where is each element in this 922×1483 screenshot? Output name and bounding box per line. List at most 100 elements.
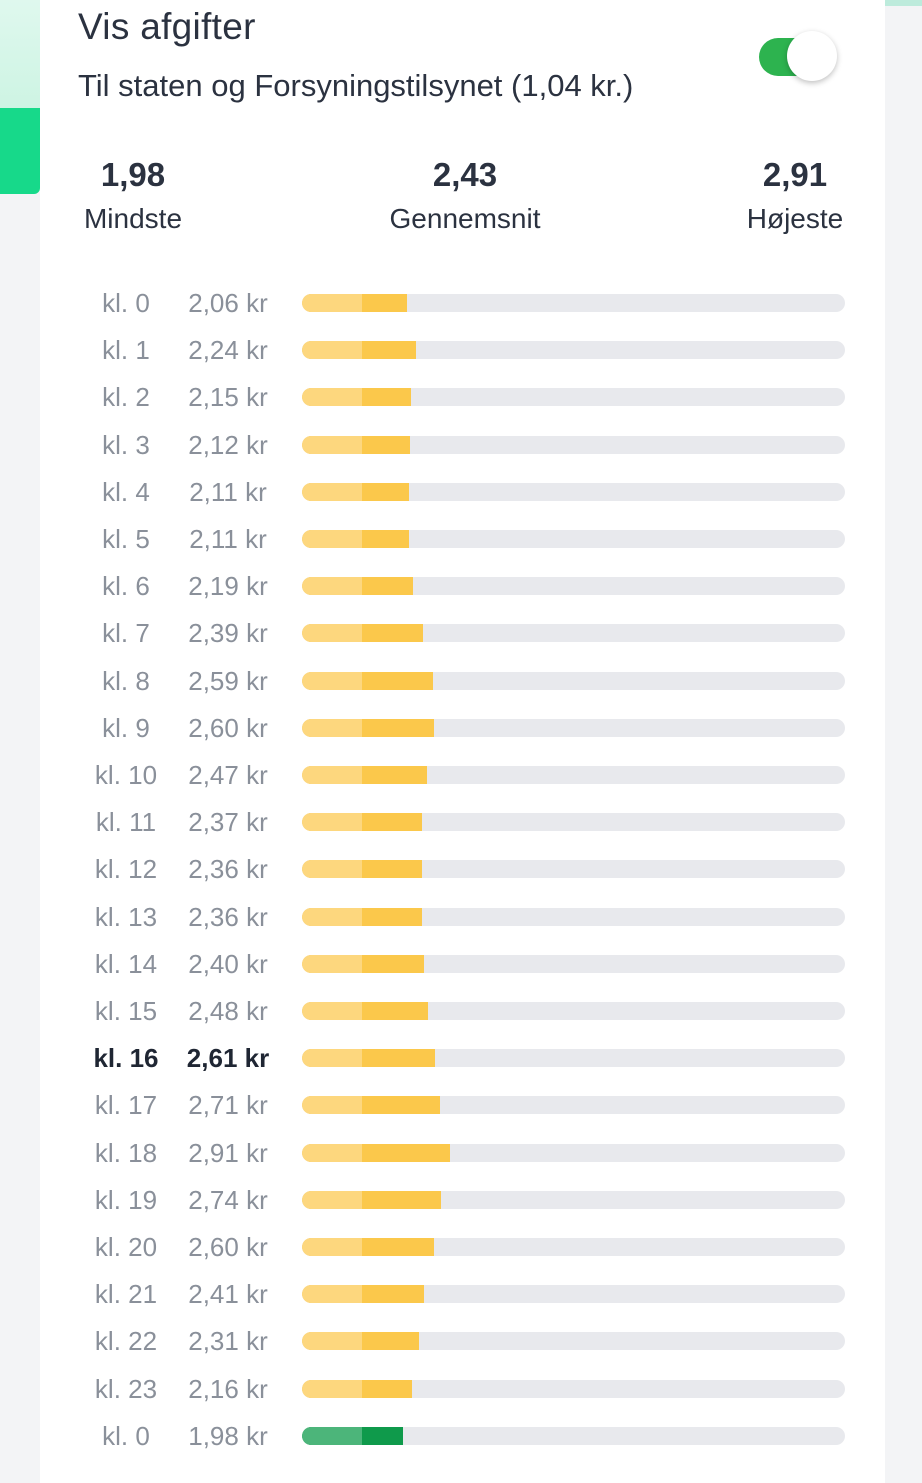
price-bar-track bbox=[302, 1002, 845, 1020]
hour-row: kl. 13 2,36 kr bbox=[40, 894, 885, 941]
price-bar-track bbox=[302, 1379, 845, 1398]
hour-row: kl. 10 2,47 kr bbox=[40, 752, 885, 799]
hour-label: kl. 10 bbox=[94, 760, 158, 790]
hour-label: kl. 12 bbox=[94, 854, 158, 885]
stat-minimum-value: 1,98 bbox=[100, 156, 166, 193]
hour-row: kl. 0 1,98 kr bbox=[40, 1413, 885, 1460]
fee-bar-segment bbox=[302, 1285, 362, 1304]
hour-row: kl. 0 2,06 kr bbox=[40, 280, 885, 327]
stat-average-label: Gennemsnit bbox=[389, 203, 541, 234]
fee-bar-segment bbox=[302, 954, 362, 973]
price-bar-track bbox=[302, 907, 845, 926]
hour-label: kl. 4 bbox=[102, 476, 150, 507]
price-bar-track bbox=[302, 435, 845, 454]
hour-row: kl. 3 2,12 kr bbox=[40, 422, 885, 469]
price-bar-track bbox=[302, 482, 845, 501]
hour-price: 2,06 kr bbox=[188, 288, 268, 318]
fee-bar-segment bbox=[302, 388, 362, 407]
price-bar-track bbox=[302, 766, 845, 784]
fee-bar-segment bbox=[302, 860, 362, 879]
hour-row: kl. 2 2,15 kr bbox=[40, 374, 885, 421]
hour-price: 2,91 kr bbox=[188, 1137, 268, 1168]
stat-minimum: 1,98 Mindste bbox=[68, 155, 198, 239]
hour-label: kl. 15 bbox=[94, 996, 158, 1026]
hour-label: kl. 19 bbox=[94, 1184, 158, 1215]
price-bar-track bbox=[302, 1143, 845, 1162]
stat-average: 2,43 Gennemsnit bbox=[370, 155, 560, 239]
hour-row: kl. 11 2,37 kr bbox=[40, 799, 885, 846]
hour-row: kl. 9 2,60 kr bbox=[40, 705, 885, 752]
fee-bar-segment bbox=[302, 1332, 362, 1351]
hour-price: 2,71 kr bbox=[188, 1090, 268, 1121]
hour-label: kl. 16 bbox=[93, 1043, 159, 1074]
fee-bar-segment bbox=[302, 341, 362, 360]
hour-price: 2,47 kr bbox=[188, 760, 268, 790]
fee-bar-segment bbox=[302, 530, 362, 548]
fee-bar-segment bbox=[302, 577, 362, 596]
hour-row: kl. 1 2,24 kr bbox=[40, 327, 885, 374]
show-fees-toggle[interactable] bbox=[759, 31, 837, 81]
hour-price: 2,12 kr bbox=[188, 429, 268, 460]
fee-bar-segment bbox=[302, 766, 362, 784]
fee-bar-segment bbox=[302, 1096, 362, 1115]
price-bar-track bbox=[302, 1332, 845, 1351]
price-bar-track bbox=[302, 1426, 845, 1445]
price-bar-track bbox=[302, 813, 845, 832]
fee-bar-segment bbox=[302, 1002, 362, 1020]
hour-label: kl. 2 bbox=[102, 382, 150, 413]
hour-label: kl. 17 bbox=[94, 1090, 158, 1121]
hour-price: 2,40 kr bbox=[188, 948, 268, 979]
toggle-knob bbox=[787, 31, 837, 81]
hour-row: kl. 14 2,40 kr bbox=[40, 941, 885, 988]
hour-label: kl. 5 bbox=[102, 524, 150, 554]
price-bar-track bbox=[302, 860, 845, 879]
fee-bar-segment bbox=[302, 813, 362, 832]
hour-price: 2,15 kr bbox=[188, 382, 268, 413]
fee-bar-segment bbox=[302, 624, 362, 643]
hour-label: kl. 3 bbox=[102, 429, 150, 460]
hour-price: 2,31 kr bbox=[188, 1326, 268, 1357]
stat-maximum-label: Højeste bbox=[746, 203, 844, 234]
fee-bar-segment bbox=[302, 907, 362, 926]
hour-price: 2,61 kr bbox=[186, 1043, 270, 1074]
hour-row: kl. 5 2,11 kr bbox=[40, 516, 885, 563]
price-bar-track bbox=[302, 1096, 845, 1115]
hour-price: 2,48 kr bbox=[188, 996, 268, 1026]
fee-bar-segment bbox=[302, 1049, 362, 1068]
hour-row: kl. 21 2,41 kr bbox=[40, 1271, 885, 1318]
hour-price: 2,39 kr bbox=[188, 618, 268, 649]
price-bar-track bbox=[302, 388, 845, 407]
hour-price: 1,98 kr bbox=[188, 1420, 268, 1451]
hour-price: 2,60 kr bbox=[188, 1232, 268, 1262]
price-card: Vis afgifter Til staten og Forsyningstil… bbox=[40, 0, 885, 1483]
hour-price: 2,24 kr bbox=[188, 335, 268, 366]
background-edge-right bbox=[884, 0, 922, 6]
price-bar-track bbox=[302, 294, 845, 312]
fee-bar-segment bbox=[302, 1238, 362, 1256]
hour-label: kl. 13 bbox=[94, 901, 158, 932]
hour-row: kl. 22 2,31 kr bbox=[40, 1318, 885, 1365]
hour-price: 2,37 kr bbox=[188, 807, 268, 838]
hour-label: kl. 6 bbox=[102, 571, 150, 602]
background-panel-accent bbox=[0, 108, 40, 194]
hour-label: kl. 20 bbox=[94, 1232, 158, 1262]
price-bar-track bbox=[302, 624, 845, 643]
price-bar-track bbox=[302, 671, 845, 690]
hour-row: kl. 19 2,74 kr bbox=[40, 1177, 885, 1224]
price-bar-track bbox=[302, 718, 845, 737]
hour-label: kl. 11 bbox=[95, 807, 157, 838]
stat-minimum-label: Mindste bbox=[83, 203, 183, 234]
hour-price: 2,19 kr bbox=[188, 571, 268, 602]
fees-subtitle: Til staten og Forsyningstilsynet (1,04 k… bbox=[78, 68, 634, 103]
hour-price: 2,60 kr bbox=[188, 712, 268, 743]
fee-bar-segment bbox=[302, 671, 362, 690]
hour-row: kl. 15 2,48 kr bbox=[40, 988, 885, 1035]
price-bar-track bbox=[302, 1238, 845, 1256]
background-app-edge bbox=[0, 0, 40, 200]
page-title: Vis afgifter bbox=[78, 6, 256, 47]
hour-row: kl. 20 2,60 kr bbox=[40, 1224, 885, 1271]
hour-label: kl. 8 bbox=[102, 665, 150, 696]
hour-row: kl. 6 2,19 kr bbox=[40, 563, 885, 610]
hour-row: kl. 7 2,39 kr bbox=[40, 610, 885, 657]
hour-row: kl. 23 2,16 kr bbox=[40, 1366, 885, 1413]
